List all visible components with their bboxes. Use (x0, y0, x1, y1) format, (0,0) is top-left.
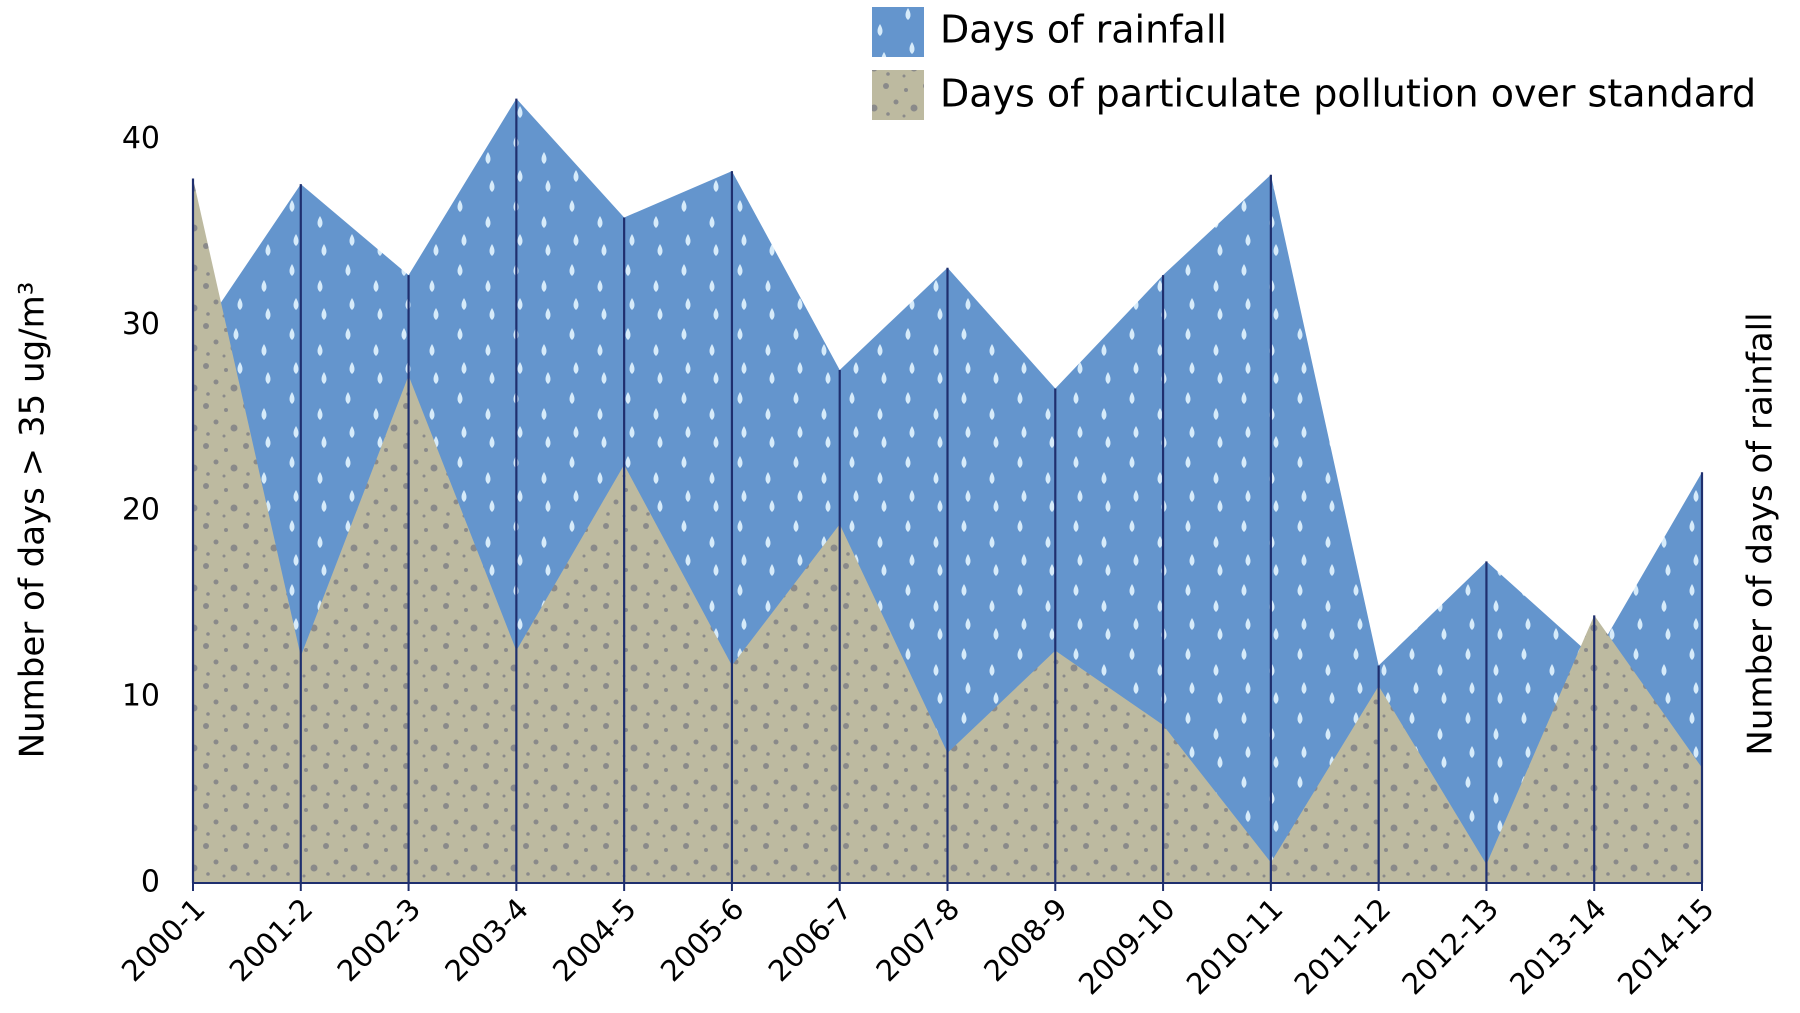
y-tick-label: 40 (122, 121, 160, 156)
y-axis-label: Number of days > 35 ug/m³ (13, 282, 53, 759)
legend-label: Days of particulate pollution over stand… (940, 72, 1756, 116)
x-tick-label: 2009-10 (1072, 892, 1182, 1002)
y-tick-label: 30 (122, 307, 160, 342)
x-tick-label: 2008-9 (977, 892, 1074, 989)
legend-swatch (872, 7, 924, 57)
y-tick-label: 20 (122, 493, 160, 528)
x-tick-label: 2003-4 (438, 892, 535, 989)
legend-swatch (872, 70, 924, 120)
x-tick-label: 2013-14 (1503, 892, 1613, 1002)
legend-label: Days of rainfall (940, 8, 1227, 52)
x-tick-label: 2000-1 (115, 892, 212, 989)
x-tick-label: 2004-5 (546, 892, 643, 989)
plot-area (191, 98, 1704, 884)
x-tick-label: 2005-6 (654, 892, 751, 989)
y-tick-label: 0 (141, 865, 160, 900)
x-tick-label: 2001-2 (223, 892, 320, 989)
x-tick-label: 2007-8 (869, 892, 966, 989)
x-tick-label: 2014-15 (1611, 892, 1721, 1002)
x-tick-label: 2011-12 (1288, 892, 1398, 1002)
area (193, 178, 1702, 884)
x-tick-label: 2006-7 (762, 892, 859, 989)
y-tick-label: 10 (122, 679, 160, 714)
x-tick-label: 2002-3 (331, 892, 428, 989)
x-tick-label: 2012-13 (1395, 892, 1505, 1002)
y2-axis-label: Number of days of rainfall (1741, 312, 1781, 755)
x-tick-label: 2010-11 (1180, 892, 1290, 1002)
